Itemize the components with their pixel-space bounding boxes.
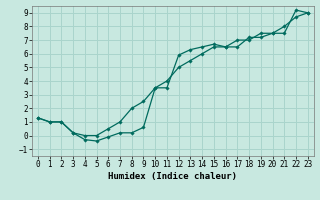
X-axis label: Humidex (Indice chaleur): Humidex (Indice chaleur): [108, 172, 237, 181]
